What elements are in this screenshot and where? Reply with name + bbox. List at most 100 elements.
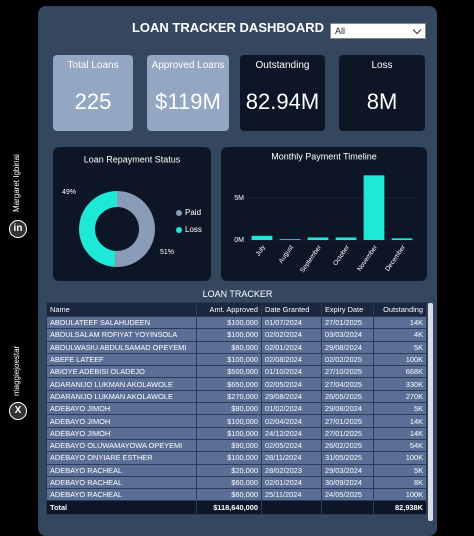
table-cell: 31/05/2025 [321, 451, 374, 465]
table-cell: 30/09/2024 [321, 475, 374, 490]
filter-dropdown[interactable]: All [330, 23, 426, 39]
table-cell: 29/08/2024 [321, 340, 374, 354]
table-cell: 02/05/2024 [261, 377, 322, 391]
x-tick-label: July [255, 244, 268, 258]
dashboard-title: LOAN TRACKER DASHBOARD [131, 20, 325, 35]
table-cell: ADEBAYO ONYIARE ESTHER [46, 451, 197, 465]
table-cell: 5K [373, 340, 427, 354]
table-cell: 02/08/2024 [261, 352, 322, 367]
table-cell: 02/02/2025 [321, 352, 374, 367]
kpi-card: Loss 8M [339, 55, 425, 131]
total-row: Total $118,640,000 82,938K [46, 500, 427, 516]
kpi-value: $119M [155, 89, 221, 114]
kpi-label: Total Loans [67, 60, 119, 71]
column-header: Amt. Approved [196, 302, 262, 317]
table-cell: 29/08/2024 [261, 389, 322, 404]
table-cell: 8K [373, 475, 427, 490]
table-cell: ADARANIJO LUKMAN AKOLAWOLE [46, 377, 197, 391]
table-cell: 02/02/2024 [261, 328, 322, 342]
donut-slice [114, 191, 155, 268]
table-row: ADARANIJO LUKMAN AKOLAWOLE $270,000 29/08/… [46, 389, 427, 404]
table-cell: 5K [373, 402, 427, 416]
table-cell: ADEBAYO JIMOH [46, 414, 197, 428]
table-row: ADEBAYO JIMOH $100,000 02/04/2024 27/01/202… [46, 414, 427, 428]
bar-pane [221, 147, 427, 281]
table-cell: 25/11/2024 [261, 488, 322, 502]
table-row: ADEBAYO JIMOH $80,000 01/02/2024 29/08/2024… [46, 402, 427, 416]
table-cell: 28/11/2024 [261, 451, 322, 465]
table-cell: 270K [373, 389, 427, 404]
table-cell: ABDULSALAM ROFIYAT YOYINSOLA [46, 328, 197, 342]
table-cell: 29/08/2024 [321, 402, 374, 416]
table-cell: $90,000 [196, 438, 262, 453]
x-tick-label: October [332, 243, 351, 267]
table-cell: $100,000 [196, 328, 262, 342]
bar [307, 237, 329, 240]
table-row: ADEBAYO RACHEAL $20,000 28/02/2023 29/03/20… [46, 463, 427, 477]
data-label: 49% [62, 189, 76, 196]
table-cell: 01/07/2024 [261, 315, 322, 330]
table-cell: ABIOYE ADEBISI OLADEJO [46, 365, 197, 379]
table-cell: 01/10/2024 [261, 365, 322, 379]
bar [363, 175, 385, 240]
table-cell: 02/05/2024 [261, 438, 322, 453]
legend-label: Loss [185, 225, 202, 234]
table-cell: 4K [373, 328, 427, 342]
total-cell [261, 500, 322, 516]
table-title: LOAN TRACKER [202, 289, 273, 299]
y-tick-label: 0M [234, 237, 244, 244]
kpi-card: Total Loans 225 [53, 55, 133, 131]
table-cell: ABEFE LATEEF [46, 352, 197, 367]
total-cell: 82,938K [373, 500, 427, 516]
table-row: ABDULWASIU ABDULSAMAD OPEYEMI $80,000 02/0… [46, 340, 427, 354]
table-cell: $80,000 [196, 402, 262, 416]
table-cell: 54K [373, 438, 427, 453]
table-row: ADEBAYO ONYIARE ESTHER $100,000 28/11/2024… [46, 451, 427, 465]
legend-label: Paid [185, 208, 201, 217]
bar [279, 239, 301, 240]
chart-title: Monthly Payment Timeline [271, 151, 377, 161]
table-cell: 100K [373, 451, 427, 465]
table-cell: $100,000 [196, 426, 262, 440]
data-label: 51% [160, 249, 174, 256]
table-row: ABEFE LATEEF $100,000 02/08/2024 02/02/2025… [46, 352, 427, 367]
table-cell: ADEBAYO RACHEAL [46, 475, 197, 490]
kpi-value: 8M [366, 89, 398, 114]
kpi-card: Approved Loans $119M [147, 55, 229, 131]
table-cell: ABDULWASIU ABDULSAMAD OPEYEMI [46, 340, 197, 354]
y-tick-label: 5M [234, 195, 244, 202]
table-cell: 27/10/2025 [321, 365, 374, 379]
table-row: ADEBAYO RACHEAL $60,000 25/11/2024 24/05/20… [46, 488, 427, 502]
scrollbar[interactable] [428, 303, 433, 521]
table-cell: 100K [373, 488, 427, 502]
table-cell: 26/05/2025 [321, 389, 374, 404]
chart-title: Loan Repayment Status [84, 154, 181, 164]
table-row: ADEBAYO OLUWAMAYOWA OPEYEMI $90,000 02/05/… [46, 438, 427, 453]
bar [251, 235, 273, 240]
table-row: ADEBAYO JIMOH $100,000 24/12/2024 27/01/202… [46, 426, 427, 440]
x-tick-label: December [384, 243, 407, 272]
table-row: ABIOYE ADEBISI OLADEJO $500,000 01/10/2024… [46, 365, 427, 379]
x-icon[interactable]: X [9, 402, 27, 420]
x-tick-label: November [356, 243, 379, 272]
kpi-value: 225 [74, 89, 112, 114]
table-cell: 28/02/2023 [261, 463, 322, 477]
table-cell: 29/03/2024 [321, 463, 374, 477]
bar [391, 238, 413, 240]
table-cell: 27/01/2025 [321, 414, 374, 428]
table-cell: $100,000 [196, 451, 262, 465]
loan-table: Name Amt. Approved Date Granted Expiry Date… [46, 302, 427, 516]
table-row: ADEBAYO RACHEAL $60,000 02/01/2024 30/09/20… [46, 475, 427, 490]
linkedin-icon[interactable]: in [9, 220, 27, 238]
author-handle: maggiejoestar [12, 345, 21, 396]
kpi-label: Loss [371, 60, 393, 71]
page: Margaret Igbinai in maggiejoestar X LOAN… [0, 0, 474, 524]
table-cell: 02/01/2024 [261, 340, 322, 354]
table-cell: $500,000 [196, 365, 262, 379]
total-cell [321, 500, 374, 516]
table-row: ADARANIJO LUKMAN AKOLAWOLE $650,000 02/05/… [46, 377, 427, 391]
bar [335, 237, 357, 240]
table-row: ABDULATEEF SALAHUDEEN $100,000 01/07/2024 2… [46, 315, 427, 330]
table-cell: 27/01/2025 [321, 315, 374, 330]
legend-swatch [176, 227, 182, 233]
